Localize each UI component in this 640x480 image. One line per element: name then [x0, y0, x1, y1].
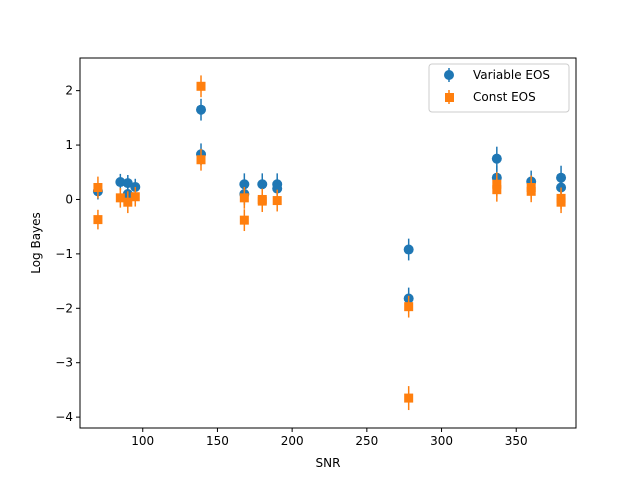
data-point [239, 193, 249, 203]
y-axis-label: Log Bayes [29, 212, 43, 274]
data-point [130, 192, 140, 202]
x-axis-ticks: 100 150 200 250 300 350 [131, 428, 528, 448]
legend-marker-variable [444, 70, 454, 80]
y-tick-label: −2 [55, 301, 73, 315]
data-point [115, 177, 126, 188]
data-point [272, 196, 282, 206]
y-axis-ticks: −4 −3 −2 −1 0 1 2 [55, 84, 80, 424]
data-point [196, 81, 206, 91]
legend-marker-const [445, 93, 454, 102]
data-point [404, 302, 414, 312]
data-point [239, 215, 249, 225]
data-point [257, 179, 268, 190]
x-tick-label: 300 [430, 434, 453, 448]
plot-frame [79, 57, 577, 429]
data-point [272, 183, 283, 194]
y-tick-label: 1 [65, 138, 73, 152]
series-const-eos [93, 75, 566, 411]
data-point [196, 155, 206, 165]
x-axis-label: SNR [316, 456, 341, 470]
data-point [556, 197, 566, 207]
data-point [93, 183, 103, 192]
data-point [123, 197, 133, 207]
data-point [526, 186, 536, 196]
y-tick-label: −3 [55, 356, 73, 370]
y-tick-label: −1 [55, 247, 73, 261]
legend: Variable EOS Const EOS [428, 63, 570, 113]
y-tick-label: 2 [65, 84, 73, 98]
y-tick-label: 0 [65, 192, 73, 206]
data-point [403, 244, 414, 255]
data-point [93, 215, 103, 225]
data-point [257, 196, 267, 206]
legend-label-variable: Variable EOS [473, 68, 550, 82]
data-point [196, 104, 207, 115]
x-tick-label: 150 [206, 434, 229, 448]
data-point [115, 193, 125, 203]
x-tick-label: 100 [131, 434, 154, 448]
data-point [491, 153, 502, 164]
x-tick-label: 350 [505, 434, 528, 448]
legend-label-const: Const EOS [473, 90, 536, 104]
x-tick-label: 200 [281, 434, 304, 448]
y-tick-label: −4 [55, 410, 73, 424]
plot-area [80, 58, 576, 428]
data-point [492, 185, 502, 195]
data-point [404, 393, 414, 403]
legend-box [428, 63, 570, 113]
x-tick-label: 250 [355, 434, 378, 448]
data-marks [92, 75, 567, 411]
data-point [122, 178, 133, 189]
